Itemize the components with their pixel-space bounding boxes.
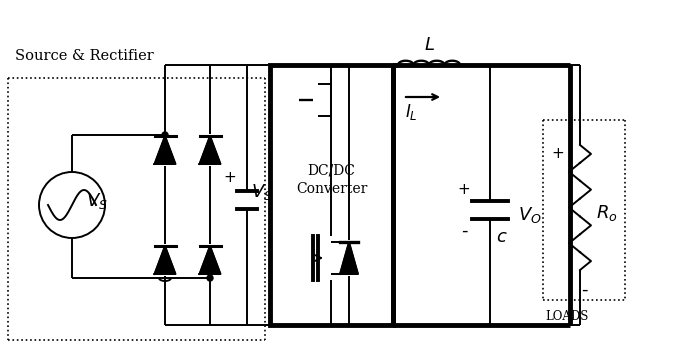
Text: $I_L$: $I_L$	[405, 102, 418, 122]
Bar	[270, 65, 393, 325]
Circle shape	[162, 132, 168, 138]
Text: $V_S$: $V_S$	[86, 191, 108, 211]
Text: $V_S$: $V_S$	[251, 182, 273, 202]
Text: $R_o$: $R_o$	[596, 203, 618, 223]
Text: $L$: $L$	[424, 36, 435, 54]
Circle shape	[207, 275, 213, 281]
Polygon shape	[155, 246, 176, 274]
Text: +: +	[552, 145, 564, 160]
Polygon shape	[155, 136, 176, 164]
Polygon shape	[199, 246, 220, 274]
Polygon shape	[340, 242, 358, 274]
Text: $V_O$: $V_O$	[518, 205, 541, 225]
Text: Source & Rectifier: Source & Rectifier	[15, 49, 153, 63]
Text: +: +	[224, 169, 237, 184]
Text: DC/DC
Converter: DC/DC Converter	[296, 164, 367, 196]
Polygon shape	[199, 136, 220, 164]
Text: $c$: $c$	[496, 228, 508, 246]
Text: -: -	[461, 222, 467, 240]
Text: LOADS: LOADS	[545, 310, 588, 323]
Text: -: -	[581, 281, 587, 299]
Text: +: +	[458, 182, 470, 197]
